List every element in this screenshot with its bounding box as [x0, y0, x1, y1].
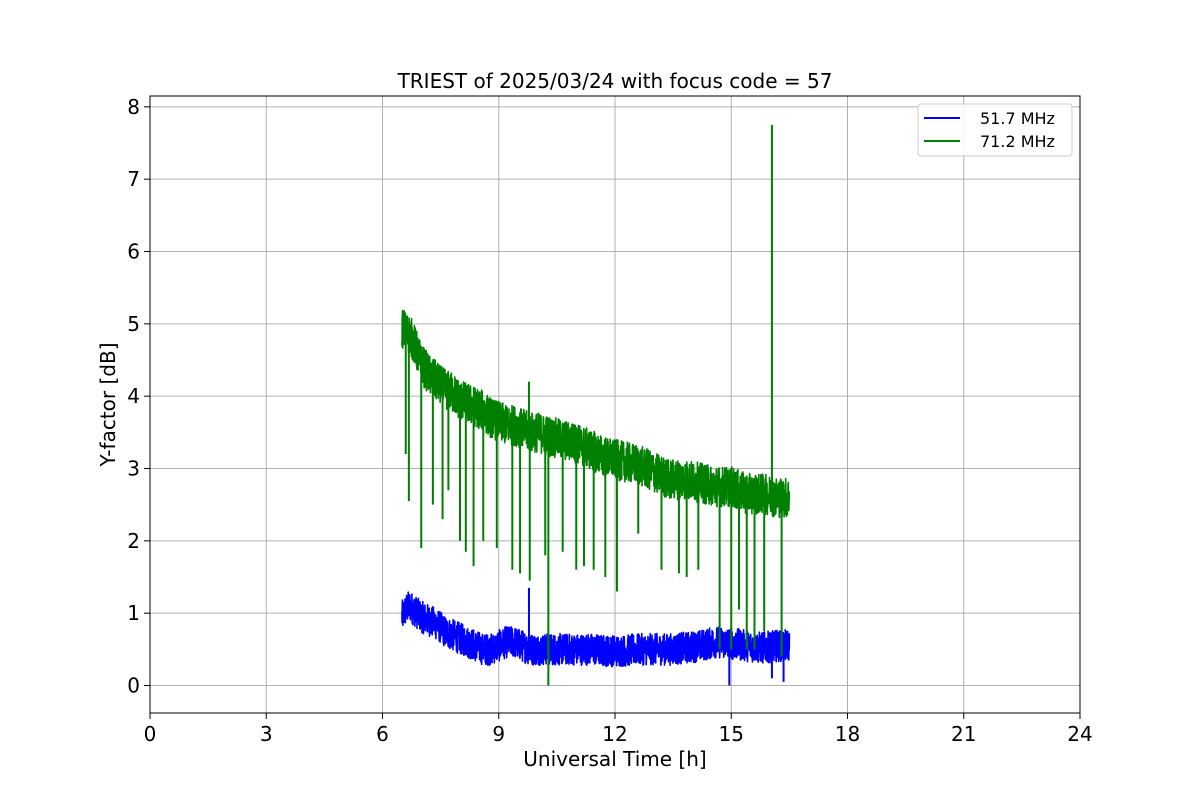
- y-tick-label: 6: [127, 240, 140, 264]
- y-tick-label: 1: [127, 601, 140, 625]
- chart-title: TRIEST of 2025/03/24 with focus code = 5…: [397, 69, 833, 93]
- y-tick-label: 7: [127, 167, 140, 191]
- x-tick-label: 15: [719, 722, 744, 746]
- x-tick-label: 9: [492, 722, 505, 746]
- y-tick-label: 5: [127, 312, 140, 336]
- y-tick-label: 4: [127, 384, 140, 408]
- y-tick-label: 3: [127, 457, 140, 481]
- x-tick-label: 3: [260, 722, 273, 746]
- x-tick-label: 6: [376, 722, 389, 746]
- legend-label: 51.7 MHz: [980, 109, 1055, 128]
- x-tick-label: 12: [602, 722, 627, 746]
- y-axis-label: Y-factor [dB]: [96, 342, 120, 467]
- y-tick-label: 8: [127, 95, 140, 119]
- x-axis-label: Universal Time [h]: [523, 747, 706, 771]
- x-tick-label: 18: [835, 722, 860, 746]
- y-tick-label: 0: [127, 674, 140, 698]
- x-tick-label: 0: [144, 722, 157, 746]
- x-tick-label: 21: [951, 722, 976, 746]
- legend-label: 71.2 MHz: [980, 132, 1055, 151]
- legend: 51.7 MHz 71.2 MHz: [917, 103, 1073, 157]
- series-line-1: [401, 591, 791, 668]
- series-layer: [401, 124, 791, 686]
- x-tick-label: 24: [1067, 722, 1092, 746]
- y-tick-label: 2: [127, 529, 140, 553]
